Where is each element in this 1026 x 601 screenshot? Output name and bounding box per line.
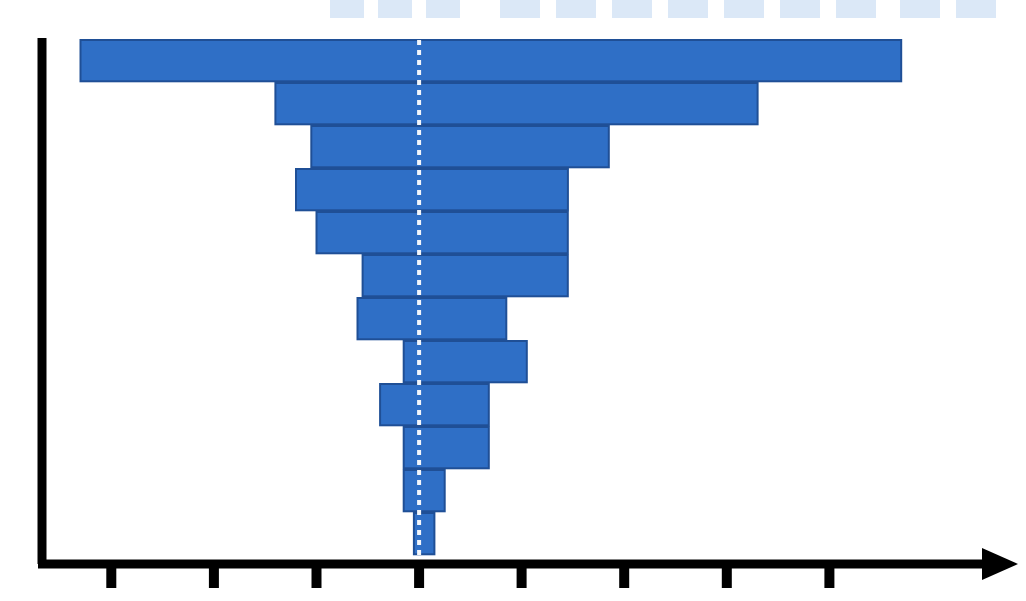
bar-3 — [310, 125, 610, 169]
bar-11 — [402, 469, 446, 513]
x-tick-1 — [106, 564, 117, 588]
x-tick-2 — [208, 564, 219, 588]
bar-9 — [379, 383, 490, 427]
x-axis-arrowhead — [982, 548, 1018, 580]
bars-group — [79, 39, 903, 556]
watermark-text — [330, 0, 996, 18]
x-tick-4 — [414, 564, 425, 588]
x-tick-3 — [311, 564, 322, 588]
x-tick-6 — [619, 564, 630, 588]
x-tick-8 — [824, 564, 835, 588]
bar-7 — [356, 297, 508, 341]
bar-10 — [402, 426, 490, 470]
x-tick-7 — [721, 564, 732, 588]
bar-4 — [295, 168, 569, 212]
bar-6 — [361, 254, 569, 298]
x-axis-ticks — [106, 564, 835, 588]
bar-12 — [412, 512, 436, 556]
bar-5 — [315, 211, 569, 255]
bar-1 — [79, 39, 903, 83]
bar-8 — [402, 340, 528, 384]
x-tick-5 — [516, 564, 527, 588]
bar-2 — [274, 82, 759, 126]
